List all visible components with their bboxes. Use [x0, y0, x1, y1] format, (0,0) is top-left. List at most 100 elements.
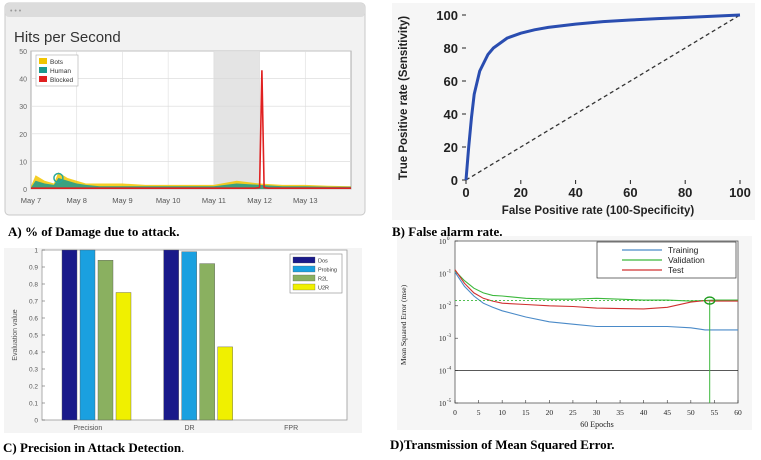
- chart-a-area-human: [31, 178, 351, 189]
- window-dots: • • •: [10, 8, 22, 15]
- chart-a-ytick: 0: [23, 187, 27, 194]
- chart-d-ytick-exponent: -1: [447, 269, 452, 274]
- chart-c-ytick: 0.5: [29, 333, 38, 340]
- chart-c-bar-probing: [79, 249, 96, 421]
- chart-b-xtick: 60: [623, 185, 637, 200]
- chart-c-legend-swatch: [292, 265, 316, 273]
- caption-a: A) % of Damage due to attack.: [8, 224, 180, 239]
- chart-b-ytick: 60: [444, 74, 458, 89]
- chart-c-bar-u2r: [217, 346, 233, 421]
- chart-d-xtick: 5: [477, 408, 481, 417]
- chart-a-legend-label: Blocked: [50, 77, 74, 84]
- chart-c-bar-r2l: [97, 260, 114, 421]
- chart-a-area-bots: [31, 172, 351, 189]
- chart-a-shaded-region: [213, 51, 260, 189]
- caption-b: B) False alarm rate.: [392, 224, 503, 239]
- chart-a-xtick: May 8: [66, 196, 86, 205]
- chart-b-background: [392, 3, 755, 220]
- chart-b-xtick: 0: [462, 185, 469, 200]
- chart-c-bar-r2l: [199, 263, 215, 421]
- chart-d-ytick-exponent: -3: [447, 334, 452, 339]
- chart-d-legend-box: [596, 241, 737, 279]
- chart-d-ytick: 10: [439, 238, 447, 246]
- chart-d-ytick: 10: [439, 368, 447, 376]
- chart-d-ytick: 10: [439, 400, 447, 408]
- chart-b-xtick: 20: [514, 185, 528, 200]
- chart-a-xtick: May 13: [293, 196, 318, 205]
- chart-c-ytick: 0.7: [29, 299, 38, 306]
- caption-d: D)Transmission of Mean Squared Error.: [390, 437, 615, 452]
- chart-b-ytick: 0: [451, 173, 458, 188]
- chart-d-xtick: 20: [546, 408, 554, 417]
- caption-c-text: C) Precision in Attack Detection: [3, 440, 182, 455]
- chart-a-ytick: 50: [19, 49, 27, 56]
- chart-b-ytick: 80: [444, 41, 458, 56]
- chart-c-ytick: 0.8: [29, 282, 38, 289]
- chart-d-line-training: [454, 271, 738, 331]
- chart-a-legend-label: Human: [50, 68, 71, 75]
- chart-b-ylabel: True Positive rate (Sensitivity): [398, 16, 410, 180]
- caption-c: C) Precision in Attack Detection.: [3, 440, 184, 456]
- chart-a-ytick: 40: [19, 77, 27, 84]
- chart-c-legend-label: Dos: [318, 259, 328, 265]
- chart-c-legend-label: U2R: [318, 286, 329, 292]
- chart-d-legend-label: Validation: [668, 255, 705, 265]
- chart-a-legend-swatch: [39, 76, 47, 82]
- chart-c-ytick: 0.6: [29, 316, 38, 323]
- chart-a-title: Hits per Second: [14, 29, 121, 46]
- chart-c-legend-swatch: [292, 283, 316, 291]
- chart-a-xtick: May 9: [112, 196, 132, 205]
- chart-b-ytick: 20: [444, 140, 458, 155]
- chart-c-bar-probing: [181, 251, 197, 421]
- chart-d-xtick: 40: [640, 408, 648, 417]
- chart-b-ytick: 100: [436, 8, 458, 23]
- panel-c: 0 0.1 0.2 0.3 0.4 0.5 0.6 0.7 0.8 0.9 1 Precision D…: [4, 248, 362, 433]
- chart-c-xtick: FPR: [284, 425, 298, 432]
- chart-c-ytick: 1: [34, 248, 38, 255]
- chart-d-xtick: 50: [687, 408, 695, 417]
- chart-c-bar-dos: [163, 249, 179, 421]
- chart-b-reference-line: [465, 14, 741, 181]
- chart-d-legend-label: Training: [668, 245, 699, 255]
- chart-d-xtick: 45: [664, 408, 672, 417]
- chart-d-xtick: 10: [498, 408, 506, 417]
- chart-d-ytick-exponent: 0: [447, 237, 450, 242]
- chart-d-xtick: 25: [569, 408, 577, 417]
- chart-c-ylabel: Evaluation value: [12, 309, 19, 360]
- chart-d-best-marker: [704, 296, 716, 305]
- chart-c-ytick: 0.2: [29, 384, 38, 391]
- chart-b-xtick: 40: [568, 185, 582, 200]
- chart-c-legend-swatch: [292, 256, 316, 264]
- chart-c-bar-dos: [61, 249, 78, 421]
- chart-c-legend-label: Probing: [318, 268, 337, 274]
- panel-a: • • • Hits per Second 0 10 20 30 40 50 May 7 M…: [4, 2, 366, 216]
- chart-c-ytick: 0.9: [29, 265, 38, 272]
- chart-a-legend-swatch: [39, 58, 47, 64]
- chart-a-line-blocked: [31, 70, 351, 189]
- chart-a-ytick: 30: [19, 104, 27, 111]
- caption-c-tail: .: [181, 440, 185, 455]
- chart-c-bar-u2r: [115, 292, 132, 421]
- chart-c-ytick: 0.4: [29, 350, 38, 357]
- chart-a-ytick: 20: [19, 132, 27, 139]
- chart-c-xtick: Precision: [73, 425, 102, 432]
- chart-a-xtick: May 11: [202, 196, 226, 205]
- chart-c-legend-label: R2L: [318, 277, 328, 283]
- chart-d-line-test: [454, 269, 738, 310]
- window-titlebar: [5, 3, 365, 17]
- chart-a-ytick: 10: [19, 159, 27, 166]
- chart-d-ytick-exponent: -4: [447, 367, 452, 372]
- chart-d-ytick: 10: [439, 335, 447, 343]
- chart-d-xlabel: 60 Epochs: [580, 420, 614, 429]
- panel-b: 0 20 40 60 80 100 0 20 40 60 80 100 False Positive …: [392, 3, 755, 220]
- chart-a-legend-swatch: [39, 67, 47, 73]
- chart-b-roc-curve: [464, 13, 741, 181]
- chart-d-xtick: 55: [711, 408, 719, 417]
- chart-d-xtick: 15: [522, 408, 530, 417]
- chart-a-xtick: May 10: [156, 196, 181, 205]
- chart-a-xtick: May 7: [21, 196, 41, 205]
- chart-a-highlight-marker: [53, 172, 64, 184]
- chart-d-ytick: 10: [439, 303, 447, 311]
